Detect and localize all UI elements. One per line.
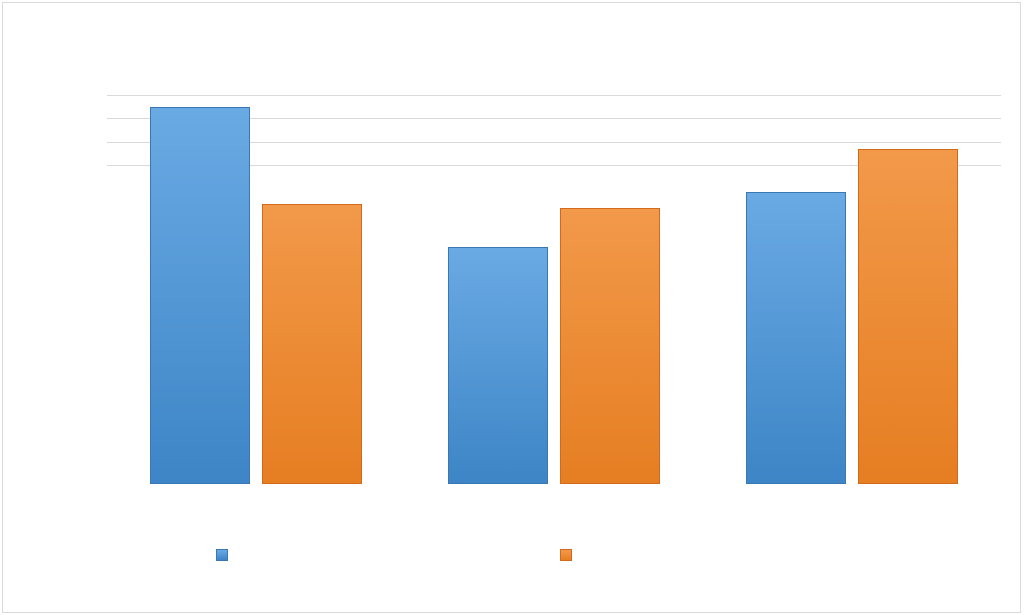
legend-item-series-2 (560, 548, 584, 561)
bar-series-2 (560, 208, 660, 484)
bar-series-1 (150, 107, 250, 484)
legend-swatch-series-2 (560, 549, 572, 561)
bar-series-1 (746, 192, 846, 484)
legend-label-series-2 (580, 548, 584, 561)
bar-series-2 (262, 204, 362, 484)
legend (216, 548, 584, 561)
bar-series-1 (448, 247, 548, 484)
legend-item-series-1 (216, 548, 240, 561)
bar-series-2 (858, 149, 958, 484)
legend-label-series-1 (236, 548, 240, 561)
gridline (107, 95, 1001, 96)
chart-frame (2, 2, 1021, 613)
plot-area (107, 95, 1001, 484)
legend-swatch-series-1 (216, 549, 228, 561)
